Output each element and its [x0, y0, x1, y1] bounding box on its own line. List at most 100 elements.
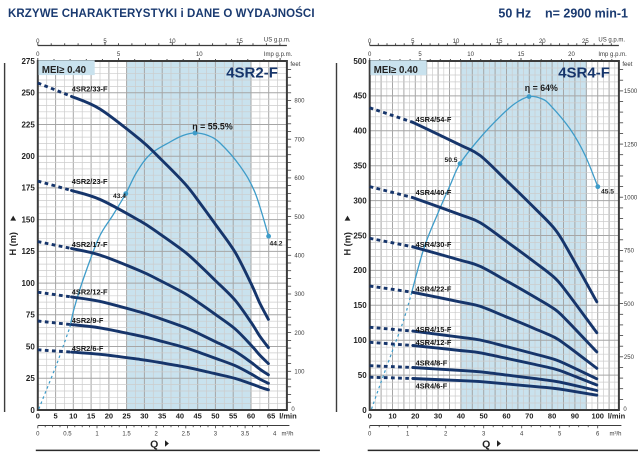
svg-text:feet: feet	[290, 62, 300, 68]
svg-text:35: 35	[158, 412, 166, 421]
svg-text:2.5: 2.5	[182, 432, 191, 438]
svg-text:4SR4/22-F: 4SR4/22-F	[416, 285, 452, 294]
svg-text:η = 64%: η = 64%	[525, 83, 558, 93]
svg-text:10: 10	[169, 39, 176, 45]
svg-text:4SR4/30-F: 4SR4/30-F	[416, 240, 452, 249]
svg-text:200: 200	[353, 266, 367, 275]
svg-text:4SR2-F: 4SR2-F	[226, 65, 278, 82]
svg-text:4SR2/6-F: 4SR2/6-F	[72, 344, 104, 353]
svg-text:4SR4/15-F: 4SR4/15-F	[416, 325, 452, 334]
svg-text:MEI≥ 0.40: MEI≥ 0.40	[374, 65, 418, 76]
svg-text:4SR4/6-F: 4SR4/6-F	[416, 381, 448, 390]
svg-text:50.5: 50.5	[444, 157, 457, 164]
svg-text:6: 6	[596, 432, 600, 438]
svg-text:700: 700	[294, 137, 305, 143]
svg-text:l/min: l/min	[279, 412, 297, 421]
svg-text:50 Hz n= 2900 min-1: 50 Hz n= 2900 min-1	[498, 7, 628, 21]
svg-text:0: 0	[368, 39, 372, 45]
svg-text:40: 40	[176, 412, 184, 421]
svg-text:275: 275	[21, 57, 35, 66]
svg-text:50: 50	[358, 371, 367, 380]
svg-text:0: 0	[368, 432, 372, 438]
svg-text:80: 80	[548, 412, 556, 421]
svg-text:H (m): H (m)	[342, 232, 352, 255]
svg-text:50: 50	[26, 342, 35, 351]
svg-text:10: 10	[196, 52, 203, 58]
svg-text:60: 60	[502, 412, 510, 421]
svg-text:0: 0	[36, 52, 40, 58]
svg-text:0: 0	[368, 52, 372, 58]
svg-text:Imp g.p.m.: Imp g.p.m.	[264, 52, 293, 58]
svg-text:225: 225	[21, 120, 35, 129]
svg-text:15: 15	[87, 412, 95, 421]
svg-text:5: 5	[103, 39, 107, 45]
svg-text:3: 3	[214, 432, 218, 438]
svg-text:45: 45	[194, 412, 202, 421]
svg-text:m³/h: m³/h	[610, 432, 622, 438]
svg-text:4SR4/8-F: 4SR4/8-F	[416, 359, 448, 368]
svg-text:Imp g.p.m.: Imp g.p.m.	[598, 52, 627, 58]
svg-text:4: 4	[520, 432, 524, 438]
svg-text:l/min: l/min	[608, 412, 626, 421]
svg-text:45.5: 45.5	[601, 189, 614, 196]
svg-text:500: 500	[294, 215, 305, 221]
svg-text:750: 750	[624, 249, 635, 255]
svg-text:0: 0	[36, 432, 40, 438]
svg-text:250: 250	[624, 355, 635, 361]
svg-text:10: 10	[388, 412, 396, 421]
svg-text:25: 25	[26, 374, 35, 383]
svg-text:0: 0	[368, 412, 372, 421]
svg-text:Q: Q	[150, 438, 158, 450]
svg-text:400: 400	[294, 254, 305, 260]
svg-text:200: 200	[294, 331, 305, 337]
svg-text:0: 0	[623, 407, 627, 413]
svg-text:KRZYWE CHARAKTERYSTYKI i DANE: KRZYWE CHARAKTERYSTYKI i DANE O WYDAJNOŚ…	[8, 7, 315, 20]
svg-text:4SR4/54-F: 4SR4/54-F	[416, 115, 452, 124]
svg-text:500: 500	[624, 302, 635, 308]
svg-text:500: 500	[353, 57, 367, 66]
svg-text:MEI≥ 0.40: MEI≥ 0.40	[42, 65, 86, 76]
svg-text:100: 100	[294, 370, 305, 376]
svg-text:90: 90	[571, 412, 579, 421]
svg-text:44.2: 44.2	[270, 241, 283, 248]
svg-text:100: 100	[353, 336, 367, 345]
svg-text:feet: feet	[622, 62, 632, 68]
svg-text:300: 300	[294, 292, 305, 298]
svg-text:1: 1	[406, 432, 410, 438]
svg-text:150: 150	[353, 301, 367, 310]
svg-text:4SR2/12-F: 4SR2/12-F	[72, 287, 108, 296]
svg-text:250: 250	[353, 231, 367, 240]
svg-text:4SR2/23-F: 4SR2/23-F	[72, 177, 108, 186]
svg-text:10: 10	[467, 52, 474, 58]
svg-text:75: 75	[26, 311, 35, 320]
svg-text:65: 65	[267, 412, 275, 421]
svg-text:0: 0	[291, 407, 295, 413]
svg-text:1: 1	[95, 432, 99, 438]
svg-text:100: 100	[21, 279, 35, 288]
svg-text:100: 100	[591, 412, 604, 421]
svg-text:4SR4/40-F: 4SR4/40-F	[416, 188, 452, 197]
svg-text:1500: 1500	[624, 89, 638, 95]
svg-text:0.5: 0.5	[63, 432, 72, 438]
svg-text:0: 0	[362, 406, 367, 415]
svg-text:4SR2/33-F: 4SR2/33-F	[72, 84, 108, 93]
svg-text:400: 400	[353, 127, 367, 136]
svg-text:4SR4-F: 4SR4-F	[558, 65, 610, 82]
svg-text:2: 2	[444, 432, 448, 438]
svg-text:3: 3	[482, 432, 486, 438]
svg-text:350: 350	[353, 162, 367, 171]
svg-text:4: 4	[273, 432, 277, 438]
svg-text:70: 70	[525, 412, 533, 421]
svg-text:250: 250	[21, 89, 35, 98]
svg-text:0: 0	[36, 412, 40, 421]
svg-text:0: 0	[36, 39, 40, 45]
svg-text:4SR2/9-F: 4SR2/9-F	[72, 316, 104, 325]
svg-text:US g.p.m.: US g.p.m.	[598, 38, 625, 44]
svg-text:20: 20	[539, 39, 546, 45]
svg-text:H (m): H (m)	[8, 232, 18, 255]
svg-text:55: 55	[229, 412, 237, 421]
svg-text:600: 600	[294, 176, 305, 182]
svg-text:125: 125	[21, 247, 35, 256]
svg-text:60: 60	[247, 412, 255, 421]
svg-text:30: 30	[140, 412, 148, 421]
